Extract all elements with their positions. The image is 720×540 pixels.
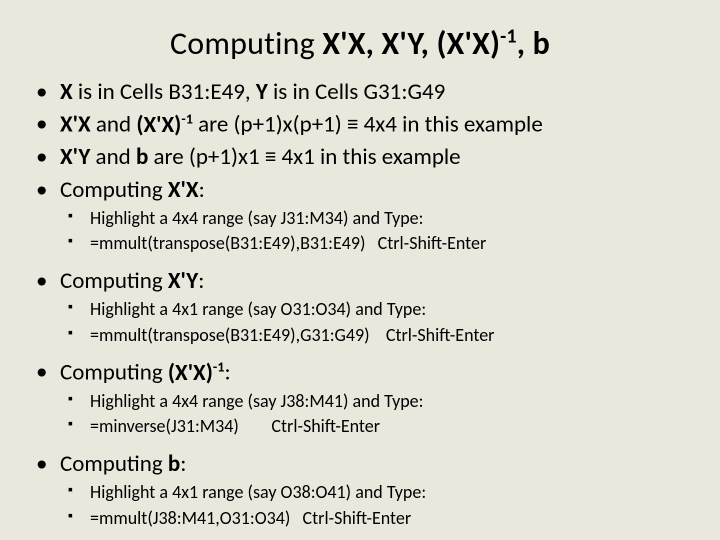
sub-list-item: =mmult(J38:M41,O31:O34) Ctrl-Shift-Enter: [90, 507, 696, 530]
sub-list-item: Highlight a 4x1 range (say O38:O41) and …: [90, 481, 696, 504]
sub-list-item: =mmult(transpose(B31:E49),G31:G49) Ctrl-…: [90, 324, 696, 347]
list-item: X'Y and b are (p+1)x1 ≡ 4x1 in this exam…: [60, 142, 696, 172]
bullet-list: X is in Cells B31:E49, Y is in Cells G31…: [24, 77, 696, 530]
sub-list-item: Highlight a 4x4 range (say J31:M34) and …: [90, 207, 696, 230]
list-item: Computing X'Y: Highlight a 4x1 range (say…: [60, 266, 696, 347]
list-item-text: X is in Cells B31:E49, Y is in Cells G31…: [60, 78, 445, 106]
sub-list: Highlight a 4x4 range (say J31:M34) and …: [60, 207, 696, 256]
slide: Computing X'X, X'Y, (X'X)-1, b X is in C…: [0, 0, 720, 540]
slide-title: Computing X'X, X'Y, (X'X)-1, b: [24, 24, 696, 63]
sub-list: Highlight a 4x1 range (say O31:O34) and …: [60, 298, 696, 347]
title-plain: Computing: [170, 24, 322, 63]
list-item-text: Computing X'X:: [60, 176, 205, 204]
sub-list-item: Highlight a 4x1 range (say O31:O34) and …: [90, 298, 696, 321]
title-bold: X'X, X'Y, (X'X)-1, b: [322, 24, 550, 63]
sub-list: Highlight a 4x1 range (say O38:O41) and …: [60, 481, 696, 530]
list-item-text: Computing (X'X)-1:: [60, 359, 231, 387]
sub-list: Highlight a 4x4 range (say J38:M41) and …: [60, 390, 696, 439]
sub-list-item: =mmult(transpose(B31:E49),B31:E49) Ctrl-…: [90, 232, 696, 255]
list-item: Computing b: Highlight a 4x1 range (say O…: [60, 449, 696, 530]
list-item: Computing (X'X)-1: Highlight a 4x4 range …: [60, 357, 696, 439]
list-item-text: Computing b:: [60, 450, 186, 478]
list-item: Computing X'X: Highlight a 4x4 range (say…: [60, 175, 696, 256]
sub-list-item: =minverse(J31:M34) Ctrl-Shift-Enter: [90, 415, 696, 438]
list-item-text: Computing X'Y:: [60, 267, 204, 295]
sub-list-item: Highlight a 4x4 range (say J38:M41) and …: [90, 390, 696, 413]
list-item-text: X'Y and b are (p+1)x1 ≡ 4x1 in this exam…: [60, 143, 461, 171]
list-item: X'X and (X'X)-1 are (p+1)x(p+1) ≡ 4x4 in…: [60, 109, 696, 140]
list-item-text: X'X and (X'X)-1 are (p+1)x(p+1) ≡ 4x4 in…: [60, 111, 543, 139]
list-item: X is in Cells B31:E49, Y is in Cells G31…: [60, 77, 696, 107]
